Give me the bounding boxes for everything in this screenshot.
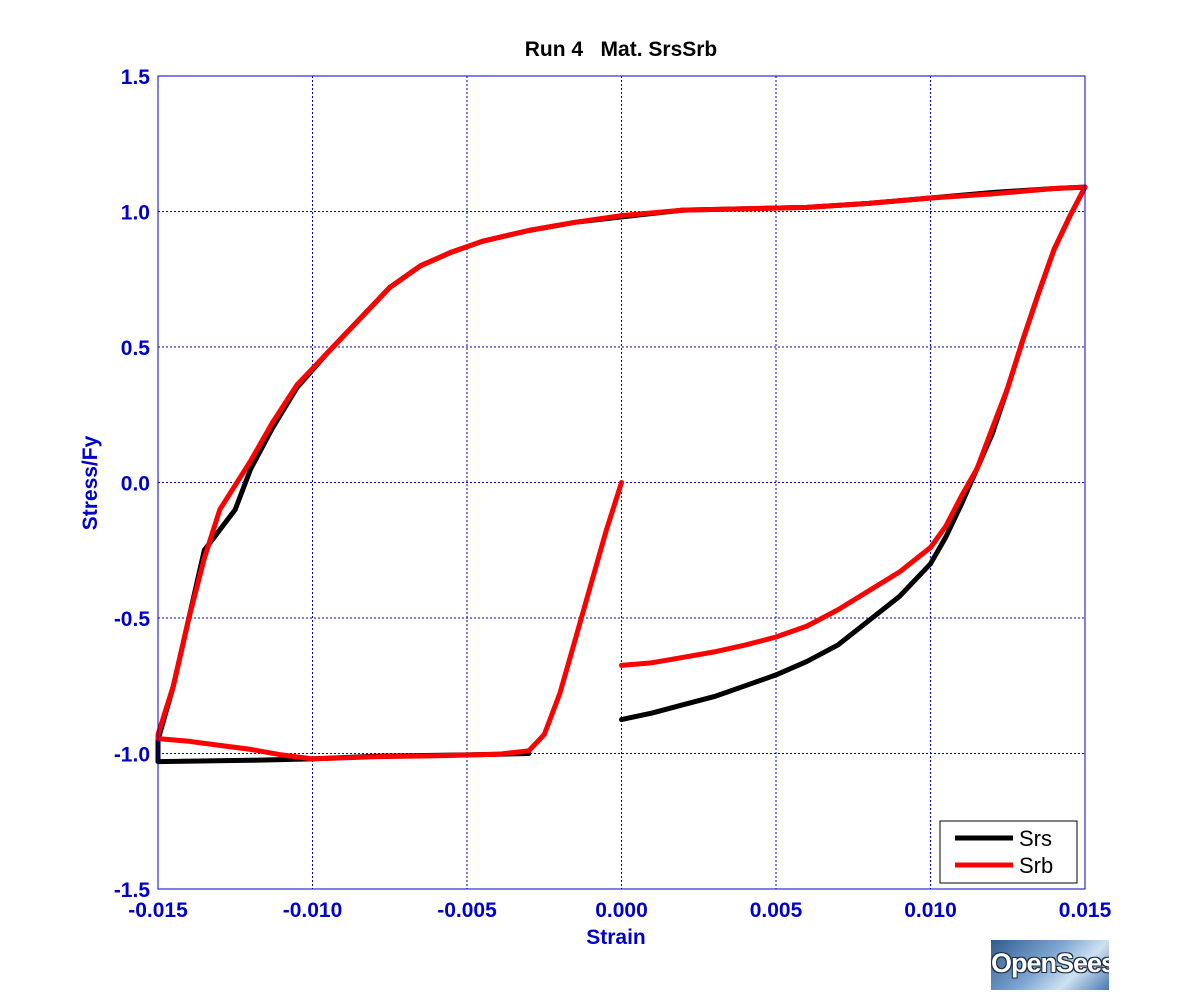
x-tick-label: -0.005 (437, 899, 497, 922)
x-tick-label: 0.005 (750, 899, 803, 922)
y-axis-label: Stress/Fy (79, 435, 102, 530)
x-tick-label: 0.000 (595, 899, 648, 922)
chart-title: Run 4 Mat. SrsSrb (525, 38, 718, 61)
series-line-srb-0 (155, 184, 1088, 762)
x-tick-label: 0.010 (904, 899, 957, 922)
y-tick-label: -0.5 (114, 608, 151, 631)
y-tick-label: 0.5 (121, 337, 151, 360)
series-line-srb-1 (619, 184, 1088, 668)
y-tick-label: 1.0 (121, 202, 150, 225)
x-axis-label: Strain (586, 926, 646, 949)
legend-box (939, 820, 1078, 884)
y-tick-label: 0.0 (121, 473, 150, 496)
tick-labels: -0.015 -0.010 -0.005 0.000 0.005 0.010 0.015 1.… (114, 66, 1112, 922)
opensees-logo: OpenSees (991, 940, 1109, 990)
legend-label-srs: Srs (1019, 826, 1052, 851)
logo-text: OpenSees (991, 948, 1109, 978)
plot-frame (157, 75, 1086, 890)
legend-label-srb: Srb (1019, 853, 1053, 878)
grid (158, 76, 1085, 889)
legend: Srs Srb (939, 820, 1078, 884)
y-tick-label: -1.0 (114, 744, 150, 767)
x-tick-label: -0.015 (128, 899, 188, 922)
y-tick-label: -1.5 (114, 879, 151, 902)
x-tick-label: -0.010 (283, 899, 343, 922)
y-tick-label: 1.5 (121, 66, 151, 89)
x-tick-label: 0.015 (1059, 899, 1112, 922)
